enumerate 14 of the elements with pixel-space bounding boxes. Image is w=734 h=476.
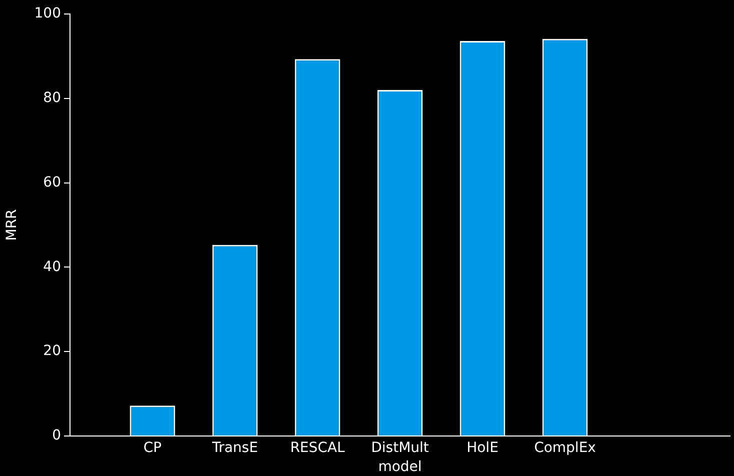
y-tick-label: 20 bbox=[43, 343, 61, 360]
x-tick-label: DistMult bbox=[371, 440, 430, 456]
y-tick-label: 0 bbox=[52, 428, 61, 444]
x-tick-label: RESCAL bbox=[290, 440, 345, 456]
y-axis-title: MRR bbox=[4, 208, 20, 241]
y-tick-label: 80 bbox=[43, 90, 61, 106]
x-tick-label: TransE bbox=[211, 440, 258, 456]
x-tick-label: CP bbox=[143, 440, 162, 456]
y-tick-label: 60 bbox=[43, 174, 61, 190]
y-tick-label: 40 bbox=[43, 258, 61, 275]
x-tick-label: ComplEx bbox=[534, 440, 596, 456]
x-tick-label: HolE bbox=[466, 440, 498, 456]
y-tick-label: 100 bbox=[34, 6, 61, 22]
x-axis-title: model bbox=[378, 459, 422, 476]
